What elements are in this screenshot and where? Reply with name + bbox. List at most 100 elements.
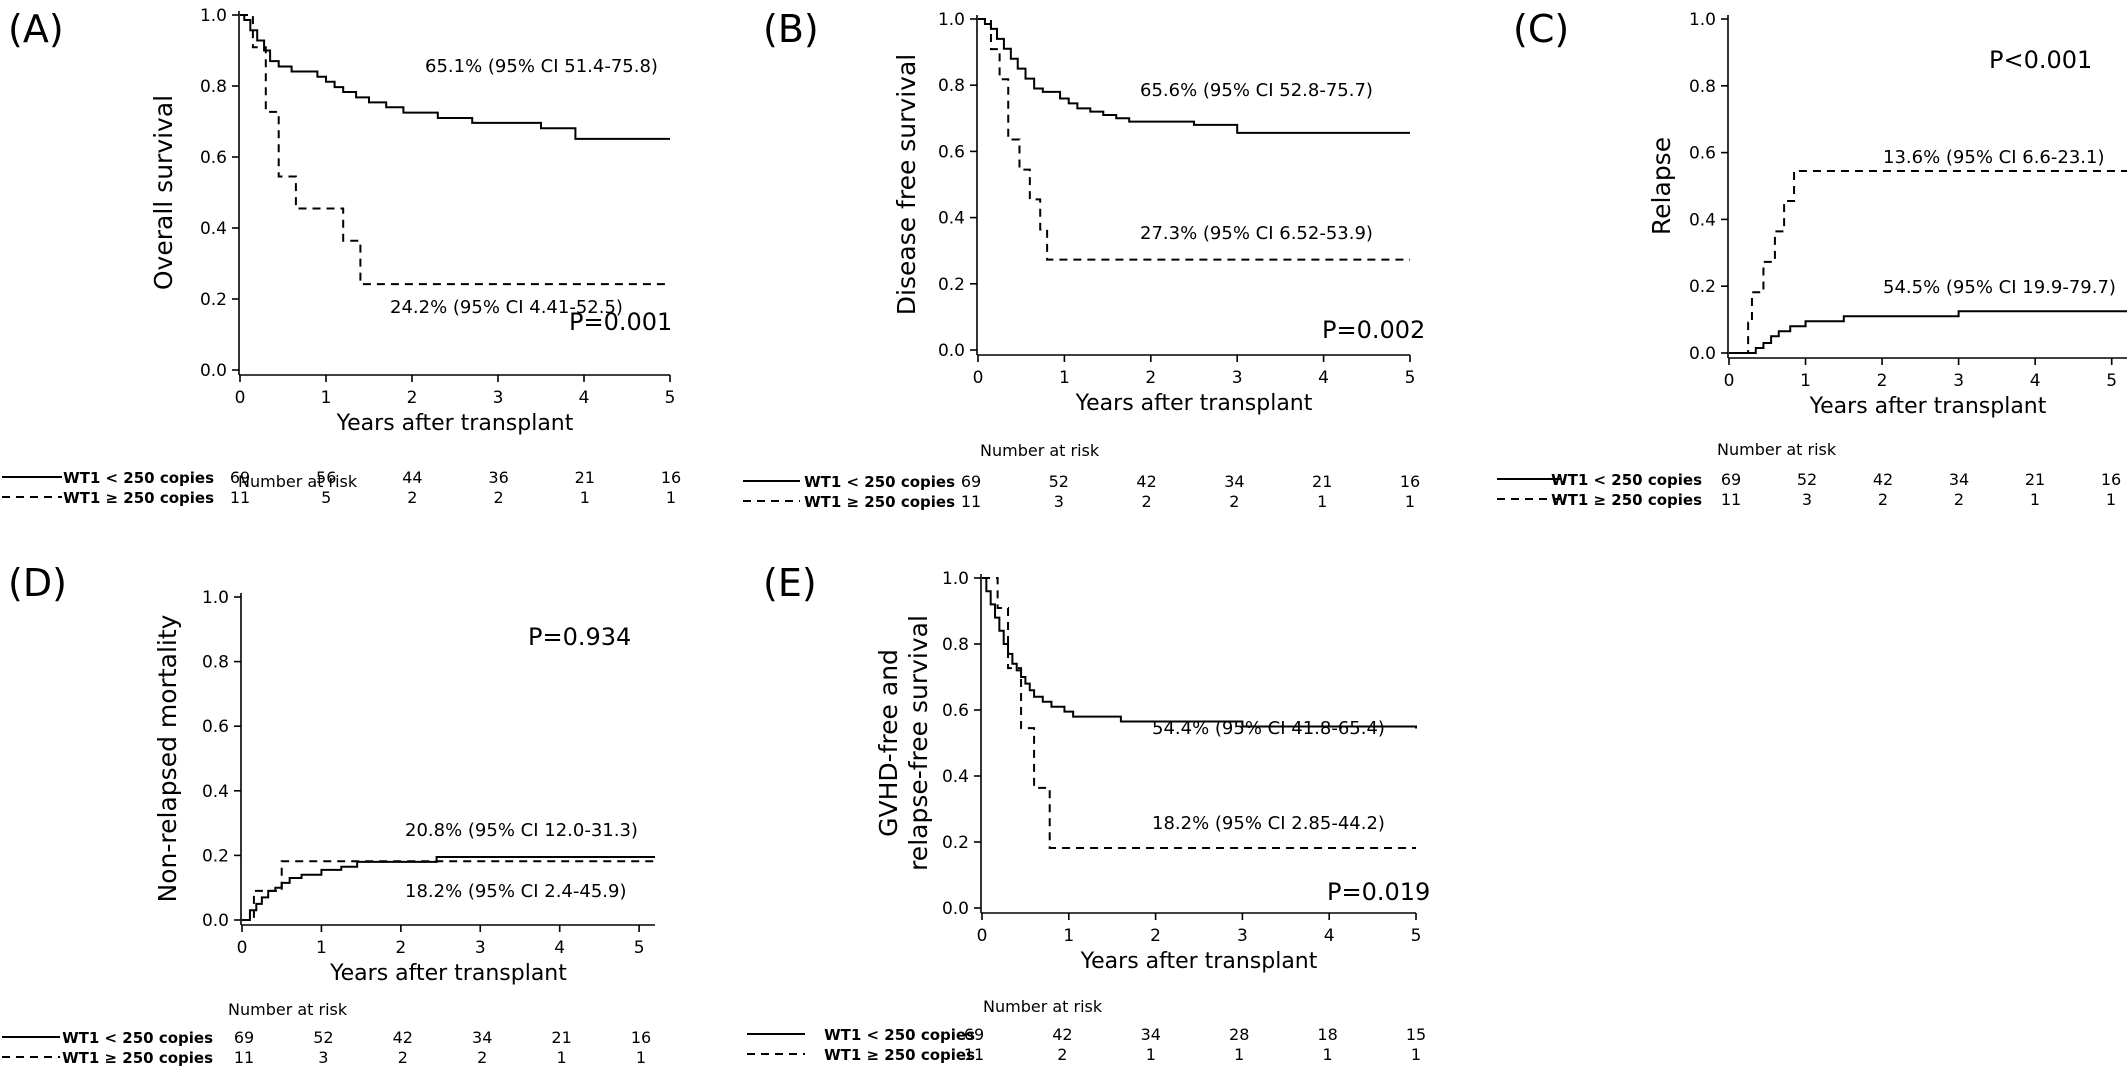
- risk-row-label: WT1 ≥ 250 copies: [62, 1049, 213, 1067]
- risk-count: 1: [1317, 492, 1327, 511]
- y-tick-label: 0.6: [938, 142, 965, 162]
- curve-annotation: 65.1% (95% CI 51.4-75.8): [425, 56, 658, 77]
- panel-label: (A): [8, 7, 64, 51]
- risk-count: 21: [2025, 470, 2045, 489]
- y-tick-label: 1.0: [202, 588, 229, 608]
- curve-annotation: 27.3% (95% CI 6.52-53.9): [1140, 223, 1373, 244]
- risk-count: 34: [472, 1028, 492, 1047]
- y-axis-title: Disease free survival: [892, 54, 921, 315]
- risk-count: 21: [551, 1028, 571, 1047]
- y-tick-label: 0.4: [938, 209, 965, 229]
- curve-wt1-low: [1729, 310, 2127, 354]
- x-tick-label: 3: [1237, 926, 1248, 946]
- x-axis-title: Years after transplant: [1080, 949, 1318, 974]
- risk-table-title: Number at risk: [238, 472, 358, 491]
- x-axis-title: Years after transplant: [1075, 391, 1313, 416]
- y-tick-label: 0.0: [938, 341, 965, 361]
- risk-count: 28: [1229, 1025, 1249, 1044]
- risk-count: 1: [1411, 1045, 1421, 1064]
- risk-count: 2: [398, 1048, 408, 1067]
- curve-annotation: 54.4% (95% CI 41.8-65.4): [1152, 718, 1385, 739]
- y-tick-label: 0.0: [1689, 344, 1716, 364]
- x-tick-label: 2: [407, 388, 418, 408]
- risk-table-title: Number at risk: [228, 1000, 348, 1019]
- x-tick-label: 2: [1877, 371, 1888, 391]
- x-tick-label: 5: [2106, 371, 2117, 391]
- risk-count: 1: [557, 1048, 567, 1067]
- risk-count: 18: [1317, 1025, 1337, 1044]
- y-tick-label: 0.0: [200, 361, 227, 381]
- curve-annotation: 18.2% (95% CI 2.4-45.9): [405, 881, 626, 902]
- y-axis-title-line: relapse-free survival: [904, 615, 933, 871]
- y-tick-label: 0.8: [938, 76, 965, 96]
- x-tick-label: 0: [977, 926, 988, 946]
- x-tick-label: 4: [2030, 371, 2041, 391]
- risk-row-label: WT1 < 250 copies: [1551, 471, 1702, 489]
- risk-count: 1: [2030, 490, 2040, 509]
- risk-count: 16: [661, 468, 681, 487]
- curve-wt1-high: [982, 577, 1416, 849]
- x-tick-label: 1: [316, 938, 327, 958]
- risk-count: 1: [666, 488, 676, 507]
- risk-count: 3: [1802, 490, 1812, 509]
- x-axis-title: Years after transplant: [329, 961, 567, 986]
- y-tick-label: 0.0: [202, 911, 229, 931]
- risk-count: 5: [321, 488, 331, 507]
- x-tick-label: 4: [554, 938, 565, 958]
- panel-label: (E): [763, 561, 817, 605]
- risk-count: 3: [1054, 492, 1064, 511]
- y-tick-label: 0.8: [1689, 77, 1716, 97]
- risk-row-label: WT1 ≥ 250 copies: [1551, 491, 1702, 509]
- x-tick-label: 2: [1145, 368, 1156, 388]
- x-tick-label: 3: [1953, 371, 1964, 391]
- y-axis-title: Overall survival: [149, 95, 178, 290]
- risk-count: 42: [1136, 472, 1156, 491]
- risk-count: 56: [316, 468, 336, 487]
- risk-count: 1: [1323, 1045, 1333, 1064]
- y-tick-label: 0.4: [1689, 210, 1716, 230]
- risk-count: 21: [1312, 472, 1332, 491]
- y-tick-label: 0.2: [938, 275, 965, 295]
- risk-count: 2: [407, 488, 417, 507]
- x-tick-label: 0: [1724, 371, 1735, 391]
- p-value: P=0.019: [1327, 878, 1430, 906]
- x-tick-label: 4: [1324, 926, 1335, 946]
- risk-count: 44: [402, 468, 422, 487]
- risk-count: 69: [961, 472, 981, 491]
- curve-annotation: 54.5% (95% CI 19.9-79.7): [1883, 277, 2116, 298]
- p-value: P=0.001: [569, 308, 672, 336]
- y-tick-label: 0.6: [202, 717, 229, 737]
- y-axis-title: GVHD-free andrelapse-free survival: [874, 615, 933, 871]
- y-tick-label: 0.8: [942, 635, 969, 655]
- x-tick-label: 0: [235, 388, 246, 408]
- y-tick-label: 0.8: [200, 77, 227, 97]
- panel-label: (B): [763, 7, 819, 51]
- curve-wt1-high: [1729, 169, 2127, 354]
- risk-count: 1: [636, 1048, 646, 1067]
- curve-annotation: 65.6% (95% CI 52.8-75.7): [1140, 80, 1373, 101]
- risk-table-title: Number at risk: [1717, 440, 1837, 459]
- risk-count: 34: [1141, 1025, 1161, 1044]
- x-tick-label: 3: [493, 388, 504, 408]
- x-tick-label: 1: [1063, 926, 1074, 946]
- p-value: P=0.002: [1322, 316, 1425, 344]
- panel-label: (D): [8, 561, 67, 605]
- risk-count: 2: [1057, 1045, 1067, 1064]
- y-axis-title-line: GVHD-free and: [874, 649, 903, 837]
- risk-row-label: WT1 < 250 copies: [62, 1029, 213, 1047]
- curve-wt1-high: [242, 860, 655, 921]
- x-tick-label: 3: [475, 938, 486, 958]
- risk-count: 42: [1052, 1025, 1072, 1044]
- risk-count: 3: [318, 1048, 328, 1067]
- y-tick-label: 0.2: [200, 290, 227, 310]
- y-tick-label: 0.2: [942, 833, 969, 853]
- p-value: P=0.934: [528, 623, 631, 651]
- p-value: P<0.001: [1989, 46, 2092, 74]
- risk-count: 2: [477, 1048, 487, 1067]
- y-tick-label: 0.2: [1689, 277, 1716, 297]
- y-tick-label: 0.2: [202, 846, 229, 866]
- risk-count: 1: [1146, 1045, 1156, 1064]
- x-tick-label: 4: [579, 388, 590, 408]
- curve-wt1-high: [978, 18, 1410, 261]
- risk-row-label: WT1 ≥ 250 copies: [804, 493, 955, 511]
